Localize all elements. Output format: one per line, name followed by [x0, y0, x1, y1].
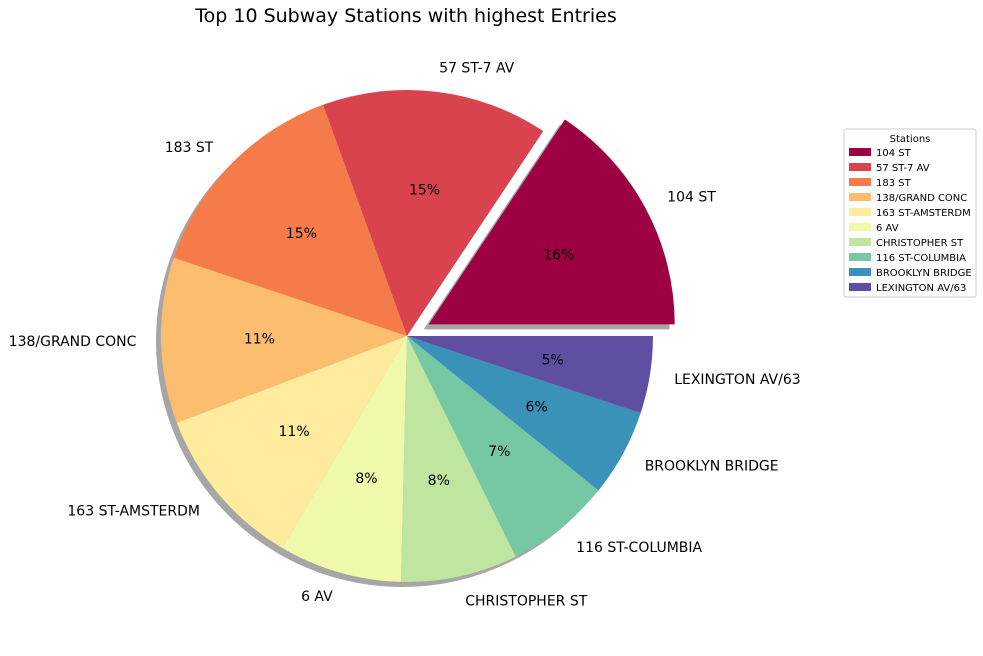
slice-label-christopher-st: CHRISTOPHER ST — [465, 593, 587, 609]
slice-6-av — [282, 336, 407, 582]
legend-swatch-163-st-amsterdm — [849, 208, 871, 216]
legend-label-lexington-av-63: LEXINGTON AV/63 — [876, 283, 966, 294]
slice-labels: 104 ST 57 ST-7 AV 183 ST 138/GRAND CONC 163 … — [9, 60, 801, 609]
legend-label-brooklyn-bridge: BROOKLYN BRIDGE — [876, 268, 972, 279]
legend-swatch-6-av — [849, 223, 871, 231]
slice-lexington-av-63 — [407, 336, 653, 413]
legend-label-183-st: 183 ST — [876, 178, 912, 189]
legend-label-6-av: 6 AV — [876, 223, 899, 234]
slice-138-grand-conc — [160, 257, 407, 423]
legend-swatch-116-st-columbia — [849, 253, 871, 261]
percent-label-57-st-7-av: 15% — [409, 182, 440, 198]
legend-label-163-st-amsterdm: 163 ST-AMSTERDM — [876, 208, 971, 219]
legend-swatch-104-st — [849, 148, 871, 156]
legend-swatch-christopher-st — [849, 238, 871, 246]
slice-label-138-grand-conc: 138/GRAND CONC — [9, 334, 137, 350]
slice-116-st-columbia — [407, 336, 599, 557]
slice-163-st-amsterdm — [176, 336, 407, 549]
legend-title: Stations — [890, 134, 931, 145]
percent-label-lexington-av-63: 5% — [542, 352, 564, 368]
percent-labels: 16% 15% 15% 11% 11% 8% 8% 7% 6% 5% — [244, 182, 574, 489]
slice-label-163-st-amsterdm: 163 ST-AMSTERDM — [67, 503, 200, 519]
percent-label-183-st: 15% — [286, 226, 317, 242]
slice-label-57-st-7-av: 57 ST-7 AV — [439, 60, 515, 76]
percent-label-104-st: 16% — [543, 248, 574, 264]
legend-swatch-138-grand-conc — [849, 193, 871, 201]
pie-slices — [160, 90, 675, 582]
slice-label-183-st: 183 ST — [165, 140, 214, 156]
legend-swatch-57-st-7-av — [849, 163, 871, 171]
slice-104-st — [428, 119, 675, 325]
legend-swatch-brooklyn-bridge — [849, 268, 871, 276]
legend-items: 104 ST 57 ST-7 AV 183 ST 138/GRAND CONC 163 … — [849, 148, 972, 294]
slice-christopher-st — [400, 336, 516, 582]
legend: Stations 104 ST 57 ST-7 AV 183 ST 138/GRAND… — [843, 128, 977, 298]
legend-label-57-st-7-av: 57 ST-7 AV — [876, 163, 930, 174]
legend-swatch-lexington-av-63 — [849, 283, 871, 291]
legend-label-104-st: 104 ST — [876, 148, 912, 159]
percent-label-christopher-st: 8% — [428, 473, 450, 489]
chart-title: Top 10 Subway Stations with highest Entr… — [194, 5, 616, 27]
percent-label-6-av: 8% — [355, 471, 377, 487]
slice-label-6-av: 6 AV — [301, 589, 333, 605]
slice-57-st-7-av — [323, 90, 544, 336]
percent-label-brooklyn-bridge: 6% — [526, 400, 548, 416]
legend-label-138-grand-conc: 138/GRAND CONC — [876, 193, 967, 204]
percent-label-163-st-amsterdm: 11% — [279, 424, 310, 440]
legend-label-116-st-columbia: 116 ST-COLUMBIA — [876, 253, 966, 264]
slice-label-116-st-columbia: 116 ST-COLUMBIA — [576, 540, 702, 556]
slice-brooklyn-bridge — [407, 336, 641, 491]
percent-label-116-st-columbia: 7% — [488, 444, 510, 460]
slice-label-brooklyn-bridge: BROOKLYN BRIDGE — [645, 458, 779, 474]
slice-label-104-st: 104 ST — [667, 190, 716, 206]
legend-swatch-183-st — [849, 178, 871, 186]
slice-label-lexington-av-63: LEXINGTON AV/63 — [674, 372, 800, 388]
legend-label-christopher-st: CHRISTOPHER ST — [876, 238, 964, 249]
percent-label-138-grand-conc: 11% — [244, 332, 275, 348]
slice-183-st — [173, 104, 407, 336]
legend-frame — [843, 128, 977, 298]
